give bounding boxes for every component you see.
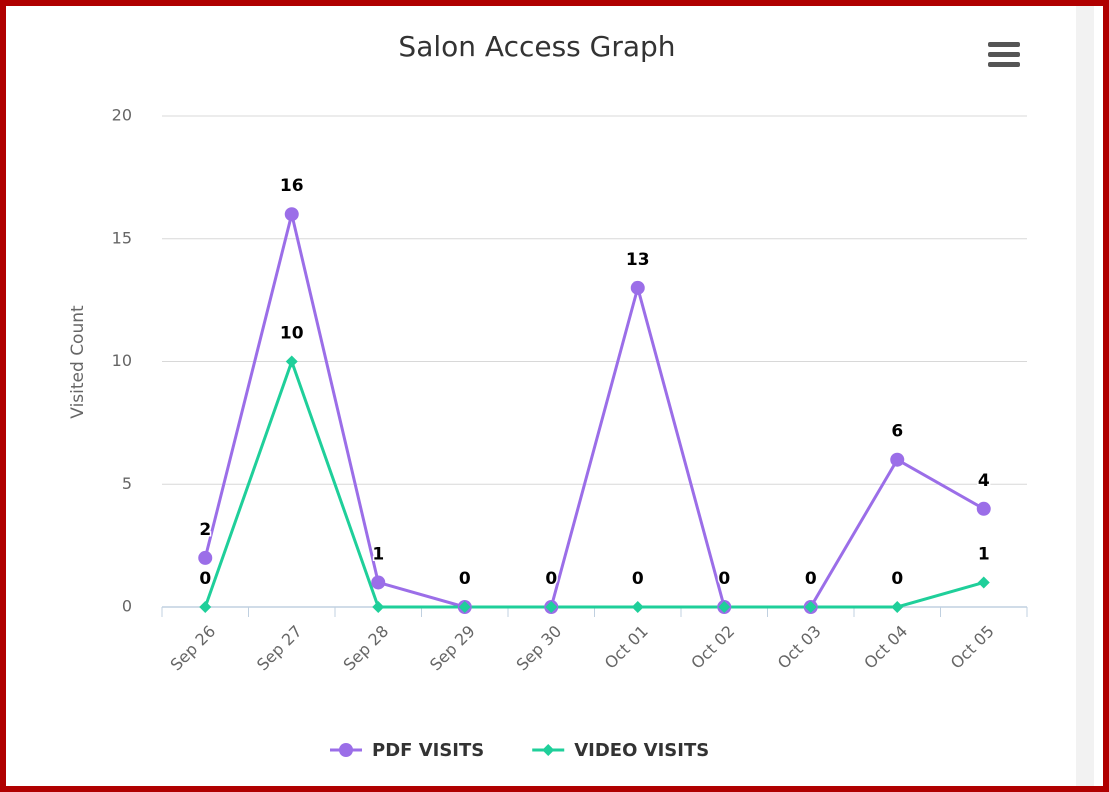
data-label: 0 <box>718 569 730 589</box>
y-tick-label: 5 <box>122 474 132 493</box>
x-tick-label: Sep 26 <box>167 622 220 675</box>
data-label: 0 <box>632 569 644 589</box>
point <box>372 601 385 613</box>
x-tick-label: Sep 29 <box>426 622 479 675</box>
data-label: 0 <box>459 569 471 589</box>
x-tick-label: Oct 04 <box>860 622 911 673</box>
data-label: 2 <box>199 520 211 540</box>
x-tick-label: Oct 05 <box>947 622 998 673</box>
point <box>371 575 386 590</box>
point <box>890 452 905 467</box>
y-tick-label: 15 <box>112 228 132 247</box>
data-label: 0 <box>805 569 817 589</box>
y-tick-label: 10 <box>112 351 132 370</box>
point <box>718 601 731 613</box>
series-line <box>203 356 985 609</box>
data-label: 0 <box>545 569 557 589</box>
chart: Salon Access Graph Visited Count 0510152… <box>68 6 1094 786</box>
legend-marker <box>339 743 353 757</box>
data-label: 13 <box>626 250 650 270</box>
y-tick-label: 20 <box>112 106 132 125</box>
data-label: 1 <box>978 544 990 564</box>
data-label: 16 <box>280 176 304 196</box>
data-label: 4 <box>978 471 990 491</box>
point <box>284 207 299 222</box>
point <box>977 576 990 589</box>
point <box>630 280 645 295</box>
x-tick-label: Oct 03 <box>774 622 825 673</box>
scroll-strip <box>1076 6 1094 786</box>
x-tick-label: Sep 28 <box>340 622 393 675</box>
legend-label: VIDEO VISITS <box>574 740 709 761</box>
data-label: 1 <box>372 544 384 564</box>
legend-item[interactable]: PDF VISITS <box>330 740 484 761</box>
x-tick-label: Sep 27 <box>253 622 306 675</box>
point <box>545 601 558 613</box>
x-tick-label: Oct 01 <box>601 622 652 673</box>
chart-title: Salon Access Graph <box>398 30 675 63</box>
data-label: 10 <box>280 324 304 344</box>
y-axis-label: Visited Count <box>68 305 88 419</box>
x-tick-label: Sep 30 <box>513 622 566 675</box>
data-label: 0 <box>891 569 903 589</box>
legend-item[interactable]: VIDEO VISITS <box>532 740 709 761</box>
point <box>804 601 817 613</box>
point <box>198 550 213 565</box>
data-label: 0 <box>199 569 211 589</box>
point <box>891 601 904 613</box>
point <box>285 355 298 368</box>
series-line <box>203 213 985 609</box>
point <box>199 601 212 613</box>
y-tick-label: 0 <box>122 597 132 616</box>
menu-bar <box>988 42 1020 47</box>
point <box>976 501 991 516</box>
point <box>458 601 471 613</box>
menu-button[interactable] <box>988 42 1020 67</box>
menu-bar <box>988 62 1020 67</box>
menu-bar <box>988 52 1020 57</box>
legend-label: PDF VISITS <box>372 740 484 761</box>
point <box>631 601 644 613</box>
x-tick-label: Oct 02 <box>687 622 738 673</box>
legend-marker <box>542 744 555 756</box>
data-label: 6 <box>891 422 903 442</box>
